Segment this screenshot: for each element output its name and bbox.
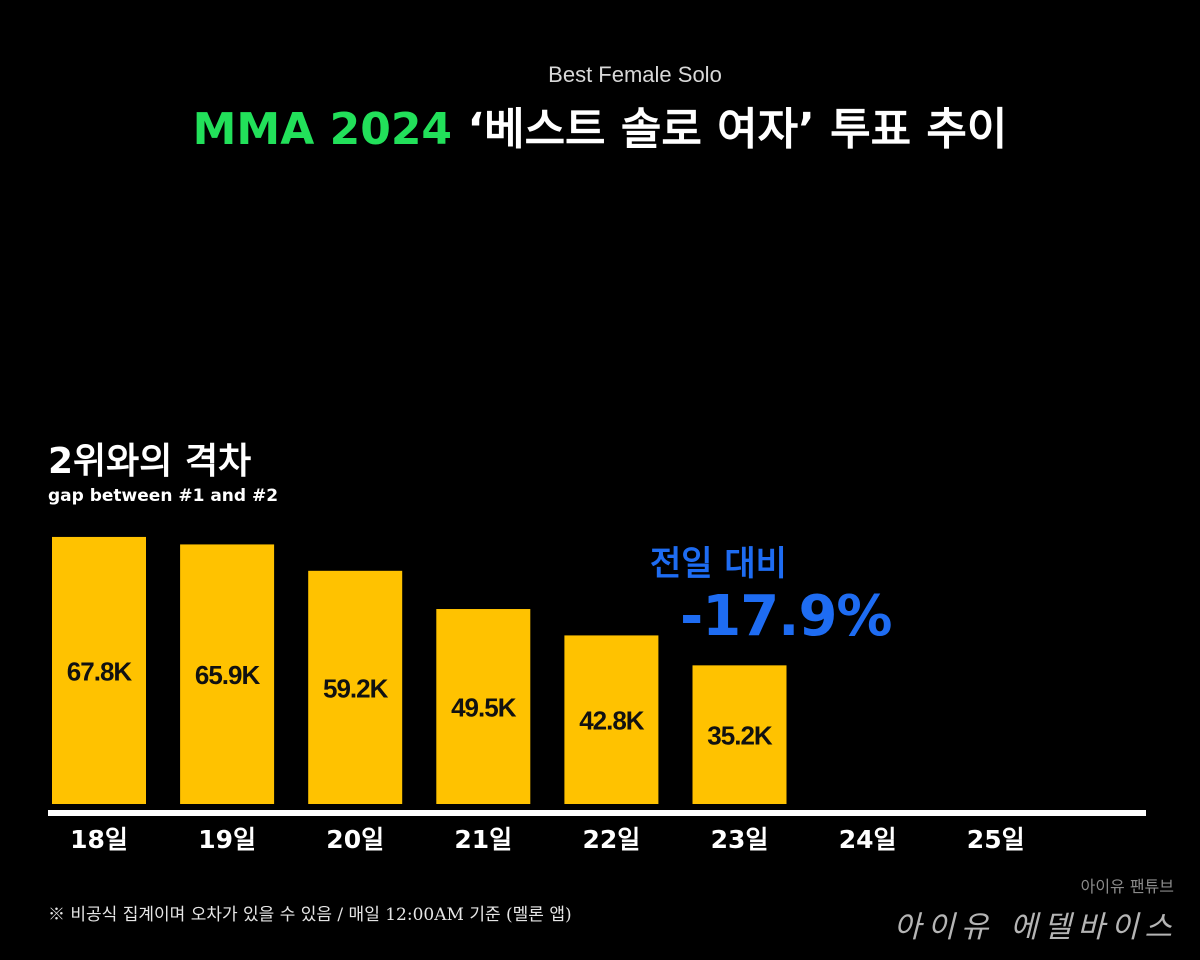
brand-logo: 아이유 에델바이스 bbox=[893, 910, 1178, 945]
x-tick-label: 24일 bbox=[839, 825, 897, 854]
x-tick-label: 18일 bbox=[70, 825, 128, 854]
footnote: ※ 비공식 집계이며 오차가 있을 수 있음 / 매일 12:00AM 기준 (… bbox=[48, 905, 572, 925]
bar-5 bbox=[564, 635, 659, 804]
bar-value-label: 49.5K bbox=[451, 693, 517, 723]
chart-title: MMA 2024 ‘베스트 솔로 여자’ 투표 추이 bbox=[0, 100, 1200, 160]
bar-2 bbox=[180, 544, 275, 804]
x-tick-label: 19일 bbox=[198, 825, 256, 854]
section-title: 2위와의 격차 bbox=[48, 441, 252, 482]
x-tick-label: 22일 bbox=[583, 825, 641, 854]
section-subtitle: gap between #1 and #2 bbox=[48, 486, 279, 506]
bar-value-label: 59.2K bbox=[323, 673, 389, 703]
callout-value: -17.9% bbox=[680, 584, 893, 649]
x-tick-label: 23일 bbox=[711, 825, 769, 854]
x-tick-label: 21일 bbox=[454, 825, 512, 854]
brand-small: 아이유 팬튜브 bbox=[1080, 877, 1174, 896]
bar-value-label: 67.8K bbox=[67, 656, 133, 686]
bar-1 bbox=[52, 536, 146, 804]
bar-value-label: 35.2K bbox=[707, 721, 773, 751]
callout-label: 전일 대비 bbox=[650, 544, 787, 584]
bar-6 bbox=[692, 665, 787, 804]
bar-value-label: 65.9K bbox=[195, 660, 261, 690]
bar-3 bbox=[308, 570, 403, 804]
bar-value-label: 42.8K bbox=[579, 706, 645, 736]
x-tick-label: 25일 bbox=[967, 825, 1025, 854]
chart-subtitle: Best Female Solo bbox=[548, 62, 722, 87]
x-axis-baseline bbox=[48, 810, 1146, 816]
bar-4 bbox=[436, 609, 531, 804]
title-rest: ‘베스트 솔로 여자’ 투표 추이 bbox=[467, 104, 1008, 155]
title-accent: MMA 2024 bbox=[192, 104, 453, 155]
x-tick-label: 20일 bbox=[326, 825, 384, 854]
